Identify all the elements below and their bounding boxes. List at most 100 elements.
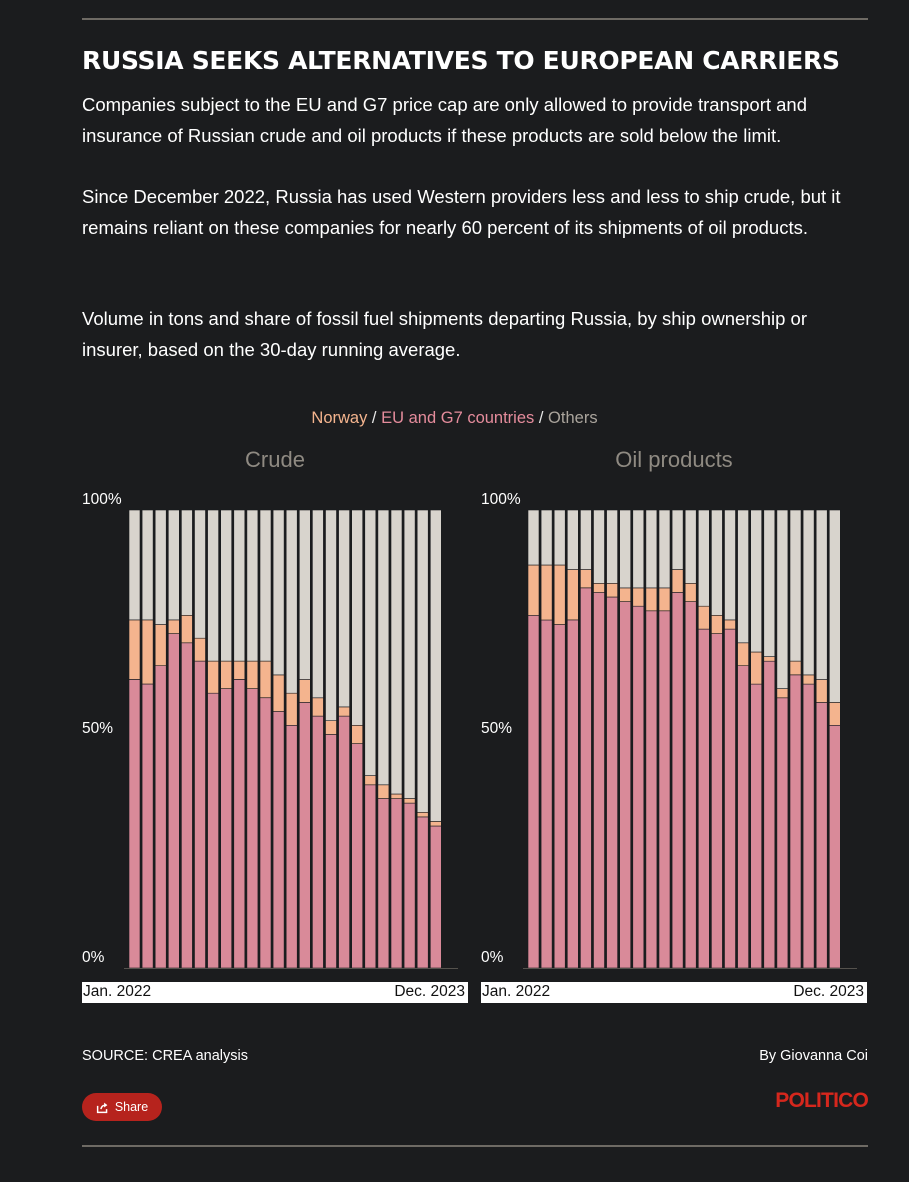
bar-segment-norway <box>711 615 723 634</box>
bar-segment-eu-g7 <box>593 592 605 969</box>
bar-segment-eu-g7 <box>684 601 697 969</box>
bar-segment-others <box>194 509 206 639</box>
bar-segment-others <box>632 509 645 589</box>
bar-segment-others <box>697 509 710 607</box>
bar-segment-norway <box>580 569 592 589</box>
bar-segment-others <box>390 509 403 795</box>
bar-segment-others <box>351 509 364 726</box>
bar-segment-eu-g7 <box>724 628 736 969</box>
crude-chart-title: Crude <box>245 447 305 472</box>
bar-segment-eu-g7 <box>540 619 553 969</box>
bar-segment-eu-g7 <box>606 596 618 969</box>
chart-legend: Norway / EU and G7 countries / Others <box>0 409 909 428</box>
bar-segment-norway <box>658 587 671 612</box>
crude-chart <box>124 509 458 969</box>
bar-segment-others <box>312 509 324 699</box>
oil-y-tick-0: 0% <box>481 949 504 966</box>
bar-segment-others <box>181 509 193 616</box>
crude-y-tick-0: 0% <box>82 949 105 966</box>
oil-y-tick-100: 100% <box>481 491 521 508</box>
bar-segment-others <box>789 509 802 662</box>
bar-segment-others <box>259 509 272 662</box>
intro-paragraph-2: Since December 2022, Russia has used Wes… <box>82 186 841 238</box>
bar-segment-others <box>325 509 337 721</box>
bar-segment-norway <box>763 656 776 662</box>
bar-segment-norway <box>645 587 658 612</box>
bar-segment-eu-g7 <box>527 615 540 969</box>
bar-segment-others <box>553 509 566 566</box>
bar-segment-others <box>416 509 429 813</box>
bar-segment-others <box>711 509 723 616</box>
politico-logo[interactable]: POLITICO <box>775 1089 869 1112</box>
crude-x-start-label: Jan. 2022 <box>83 983 152 1000</box>
crude-x-end-label: Dec. 2023 <box>394 983 465 1000</box>
bar-segment-norway <box>802 674 815 685</box>
bar-segment-others <box>684 509 697 584</box>
bar-segment-norway <box>789 660 802 676</box>
bar-segment-eu-g7 <box>828 725 841 969</box>
bar-segment-norway <box>606 583 618 598</box>
bar-segment-norway <box>671 569 684 593</box>
bar-segment-others <box>207 509 219 662</box>
oil-products-chart <box>523 509 857 969</box>
bar-segment-others <box>220 509 232 662</box>
bar-segment-eu-g7 <box>566 619 579 969</box>
bar-segment-others <box>580 509 592 570</box>
bar-segment-norway <box>619 587 632 602</box>
bar-segment-others <box>750 509 763 653</box>
bar-segment-others <box>724 509 736 621</box>
share-icon <box>96 1102 108 1113</box>
crude-x-axis-band: Jan. 2022 Dec. 2023 <box>82 982 468 1003</box>
bar-segment-others <box>828 509 841 703</box>
bar-segment-others <box>619 509 632 589</box>
legend-separator: / <box>534 409 549 427</box>
bar-segment-others <box>645 509 658 589</box>
top-divider <box>82 18 868 20</box>
bar-segment-eu-g7 <box>750 683 763 969</box>
bar-segment-eu-g7 <box>776 697 789 969</box>
oil-y-tick-50: 50% <box>481 720 513 737</box>
bar-segment-others <box>285 509 298 694</box>
intro-paragraph-1: Companies subject to the EU and G7 price… <box>82 94 807 146</box>
bar-segment-norway <box>540 564 553 621</box>
bar-segment-others <box>737 509 749 644</box>
bar-segment-others <box>429 509 442 822</box>
oil-x-end-label: Dec. 2023 <box>793 983 864 1000</box>
bar-segment-others <box>802 509 815 676</box>
bar-segment-eu-g7 <box>789 674 802 969</box>
bar-segment-others <box>128 509 141 621</box>
bar-segment-eu-g7 <box>697 628 710 969</box>
bar-segment-norway <box>527 564 540 616</box>
bar-segment-norway <box>815 679 828 703</box>
bar-segment-norway <box>724 619 736 630</box>
intro-paragraph-3: Volume in tons and share of fossil fuel … <box>82 308 807 360</box>
bar-segment-norway <box>750 651 763 685</box>
share-button[interactable]: Share <box>82 1093 162 1121</box>
bar-segment-eu-g7 <box>711 633 723 969</box>
crude-y-tick-50: 50% <box>82 720 114 737</box>
bar-segment-others <box>566 509 579 570</box>
bar-segment-norway <box>684 583 697 602</box>
bar-segment-others <box>168 509 180 621</box>
bar-segment-eu-g7 <box>619 601 632 969</box>
source-note: SOURCE: CREA analysis <box>82 1048 248 1064</box>
legend-norway: Norway <box>311 409 368 427</box>
bar-segment-norway <box>737 642 749 667</box>
bar-segment-eu-g7 <box>671 592 684 969</box>
bar-segment-others <box>763 509 776 657</box>
oil-products-chart-title: Oil products <box>615 447 733 472</box>
bar-segment-others <box>593 509 605 584</box>
oil-x-axis-band: Jan. 2022 Dec. 2023 <box>481 982 867 1003</box>
bar-segment-eu-g7 <box>645 610 658 969</box>
oil-x-start-label: Jan. 2022 <box>482 983 551 1000</box>
bar-segment-eu-g7 <box>553 624 566 969</box>
legend-eu-g7: EU and G7 countries <box>381 409 535 427</box>
bar-segment-others <box>403 509 416 799</box>
crude-y-tick-100: 100% <box>82 491 122 508</box>
legend-separator: / <box>367 409 382 427</box>
bar-segment-norway <box>776 688 789 699</box>
bar-segment-others <box>606 509 618 584</box>
bar-segment-eu-g7 <box>632 605 645 969</box>
bar-segment-others <box>233 509 246 662</box>
headline: RUSSIA SEEKS ALTERNATIVES TO EUROPEAN CA… <box>82 46 840 75</box>
